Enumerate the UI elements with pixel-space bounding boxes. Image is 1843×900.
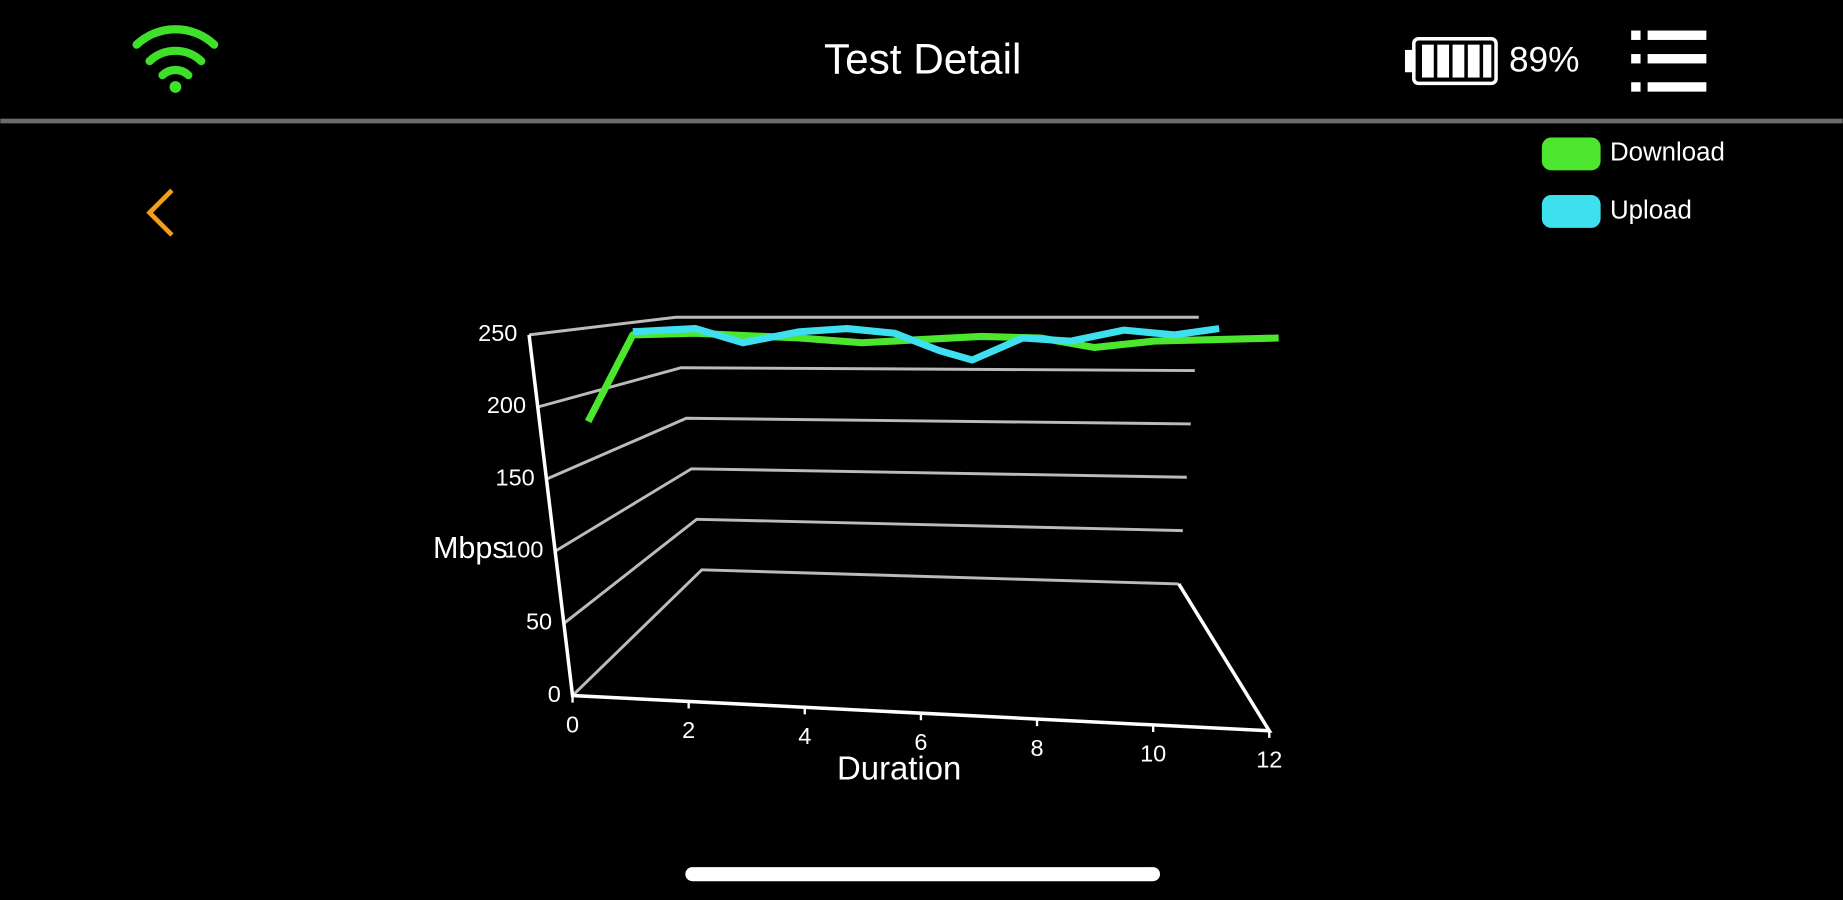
legend-swatch — [1541, 195, 1601, 228]
wifi-icon — [132, 25, 219, 93]
screen-title: Test Detail — [824, 35, 1021, 82]
grid-line — [562, 517, 1183, 625]
grid-line — [545, 416, 1191, 481]
x-tick-label: 0 — [566, 711, 579, 737]
x-axis-label: Duration — [837, 749, 961, 786]
x-tick-label: 4 — [798, 723, 811, 749]
grid-line — [528, 315, 1199, 337]
grid-line — [554, 467, 1187, 553]
x-tick-label: 6 — [914, 729, 927, 755]
y-tick-label: 250 — [478, 320, 517, 346]
x-tick-label: 10 — [1140, 741, 1166, 767]
y-tick-label: 200 — [487, 392, 526, 418]
legend-label: Download — [1610, 139, 1725, 167]
battery-level: 89% — [1509, 41, 1580, 80]
grid-line — [537, 366, 1195, 409]
x-tick-label: 8 — [1031, 735, 1044, 761]
back-button[interactable] — [146, 188, 174, 237]
y-tick-label: 50 — [526, 609, 552, 635]
grid-line — [571, 568, 1179, 697]
legend-label: Upload — [1610, 196, 1692, 224]
y-axis-label: Mbps — [433, 531, 508, 565]
y-tick-label: 150 — [496, 464, 535, 490]
menu-button[interactable] — [1631, 30, 1707, 92]
y-tick-label: 0 — [548, 681, 561, 707]
axis-frame — [527, 334, 1273, 733]
legend-swatch — [1541, 137, 1601, 171]
header-divider — [0, 118, 1843, 124]
home-indicator — [685, 867, 1161, 882]
series-line — [584, 329, 1279, 424]
series-line — [632, 325, 1220, 364]
y-tick-label: 100 — [504, 536, 543, 562]
x-tick-label: 12 — [1256, 747, 1282, 773]
x-tick-label: 2 — [682, 717, 695, 743]
battery-icon — [1404, 37, 1498, 86]
